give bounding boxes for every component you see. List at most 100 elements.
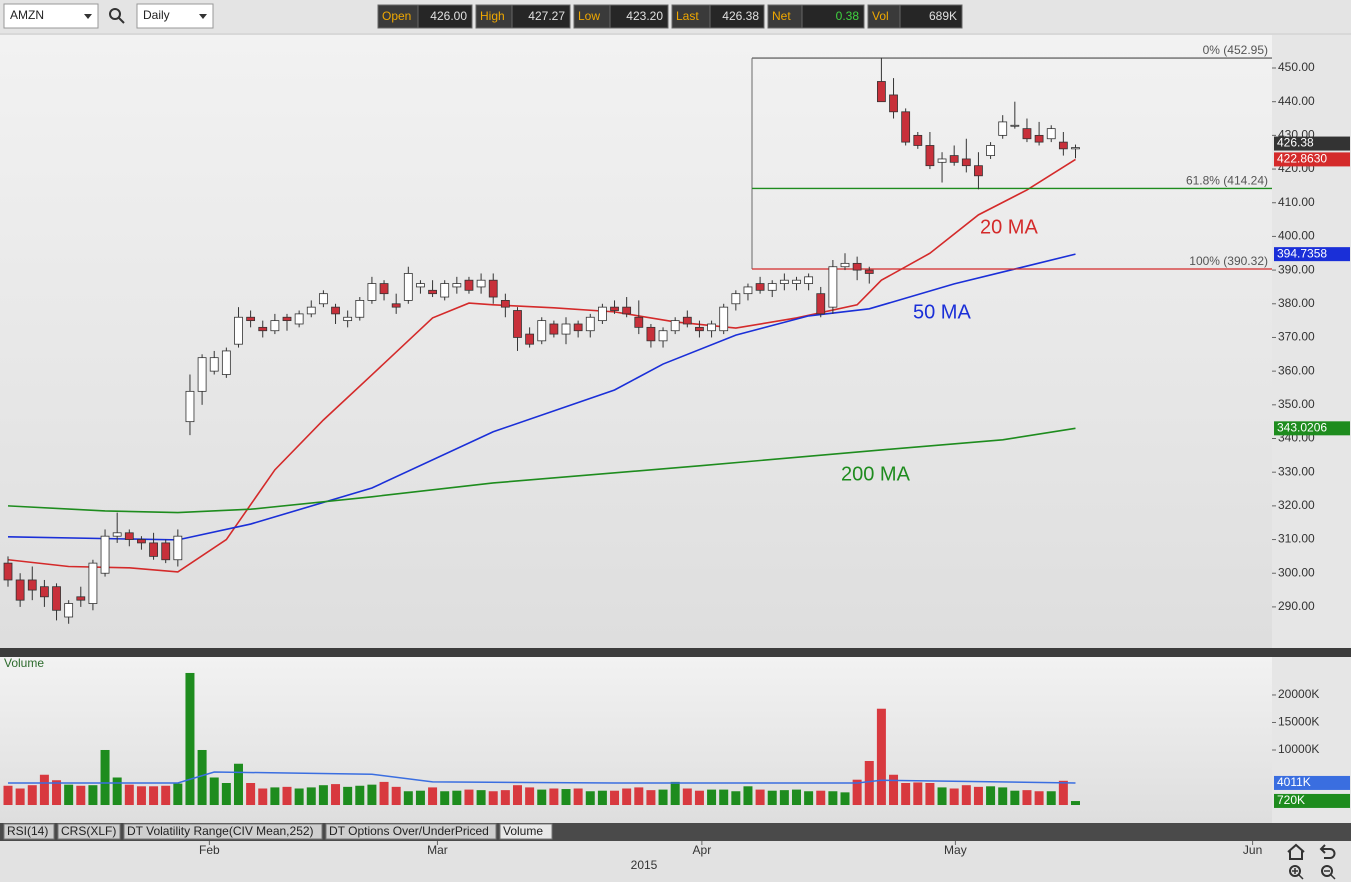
volume-average-end-label: 4011K (1277, 775, 1311, 789)
candle-body (258, 326, 268, 332)
volume-bar (39, 774, 49, 806)
candle-body (585, 316, 595, 332)
volume-bar (149, 786, 159, 806)
quote-value: 689K (929, 9, 957, 23)
candle-body (634, 316, 644, 328)
candle-body (197, 357, 207, 392)
volume-bar (731, 791, 741, 806)
volume-bar (646, 790, 656, 806)
volume-bar (585, 791, 595, 806)
moving-average-label: 50 MA (913, 301, 971, 323)
indicator-tab[interactable] (499, 823, 553, 840)
candle-body (464, 279, 474, 291)
volume-bar (1022, 790, 1032, 806)
indicator-tab[interactable] (123, 823, 323, 840)
candle-body (779, 279, 789, 284)
y-tick-label: 370.00 (1278, 330, 1315, 344)
interval: Daily (143, 8, 170, 22)
candle-body (1058, 141, 1068, 150)
dropdown-arrow (199, 14, 207, 19)
quote-value-cell (709, 4, 765, 29)
volume-bar (779, 790, 789, 806)
volume-bar (185, 672, 195, 806)
volume-bar (973, 786, 983, 806)
candle-body (816, 293, 826, 315)
indicator-tab[interactable] (325, 823, 497, 840)
candle-body (391, 303, 401, 308)
fib-level-label: 100% (390.32) (1189, 254, 1268, 268)
candle-body (221, 350, 231, 375)
volume-average-end-label-box (1274, 775, 1350, 790)
ma-layer: 20 MA 50 MA 200 MA (7, 158, 1076, 573)
candle-body (731, 293, 741, 305)
volume-bar (1034, 791, 1044, 806)
candle-body (513, 310, 522, 338)
volume-bar (124, 784, 134, 806)
candle-body (294, 313, 304, 325)
search-icon[interactable] (109, 8, 125, 24)
x-tick-label: Apr (693, 843, 712, 857)
candle-body (15, 579, 25, 601)
candle-body (185, 390, 195, 423)
volume-end-label-box (1274, 793, 1350, 808)
indicator-tab[interactable] (57, 823, 121, 840)
volume-bar (100, 749, 110, 806)
candle-body (1034, 134, 1044, 143)
quote-value-cell (801, 4, 865, 29)
volume-bar (937, 787, 947, 806)
ma-end-label-box (1274, 152, 1350, 167)
volume-bar (27, 785, 37, 806)
candle-body (88, 562, 98, 604)
volume-y-tick-label: 10000K (1278, 742, 1319, 756)
y-tick-label: 300.00 (1278, 565, 1315, 579)
price-panel (0, 35, 1272, 648)
zoom-out-button[interactable] (1321, 865, 1336, 880)
volume-bar (597, 790, 607, 806)
candle-body (974, 165, 983, 177)
candle-body (452, 283, 462, 288)
quote-label: Vol (872, 9, 889, 23)
volume-bar (573, 788, 583, 806)
candle-body (876, 81, 886, 103)
candle-body (270, 320, 280, 332)
candle-body (100, 535, 110, 574)
volume-bar (221, 782, 231, 806)
volume-bar (1046, 791, 1056, 806)
quote-label: Net (772, 9, 791, 23)
ma-end-label-box (1274, 247, 1350, 262)
undo-button[interactable] (1319, 844, 1336, 859)
candle-body (52, 586, 61, 611)
candle-body (39, 586, 49, 598)
candle-body (488, 279, 498, 298)
symbol-box[interactable] (3, 3, 99, 29)
volume-bar (306, 787, 316, 806)
dropdown-arrow (84, 14, 92, 19)
quote-strip: Open 426.00 High 427.27 Low 423.20 Last 426.38 N… (377, 4, 963, 29)
candle-body (137, 539, 146, 544)
y-tick-label: 360.00 (1278, 363, 1315, 377)
candle-body (695, 326, 704, 332)
volume-bar (476, 790, 486, 806)
y-tick-label: 390.00 (1278, 262, 1315, 276)
quote-value: 426.00 (430, 9, 467, 23)
interval-box[interactable] (136, 3, 214, 29)
volume-bar (76, 785, 86, 806)
volume-bar (331, 784, 341, 806)
y-tick-label: 410.00 (1278, 195, 1315, 209)
zoom-in-button[interactable] (1289, 865, 1304, 880)
candle-body (670, 320, 680, 332)
home-button[interactable] (1287, 843, 1305, 860)
volume-bar (15, 788, 25, 806)
indicator-tab[interactable] (3, 823, 55, 840)
x-tick-label: May (944, 843, 967, 857)
volume-bar (707, 789, 717, 806)
volume-bar (318, 785, 328, 806)
candle-body (610, 306, 619, 311)
volume-bar (816, 790, 826, 806)
candle-body (500, 300, 510, 308)
volume-bar (743, 786, 753, 806)
volume-bar (294, 788, 304, 806)
fib-layer: 0% (452.95) 61.8% (414.24) 100% (390.32) (751, 43, 1272, 270)
candle-body (246, 316, 256, 322)
